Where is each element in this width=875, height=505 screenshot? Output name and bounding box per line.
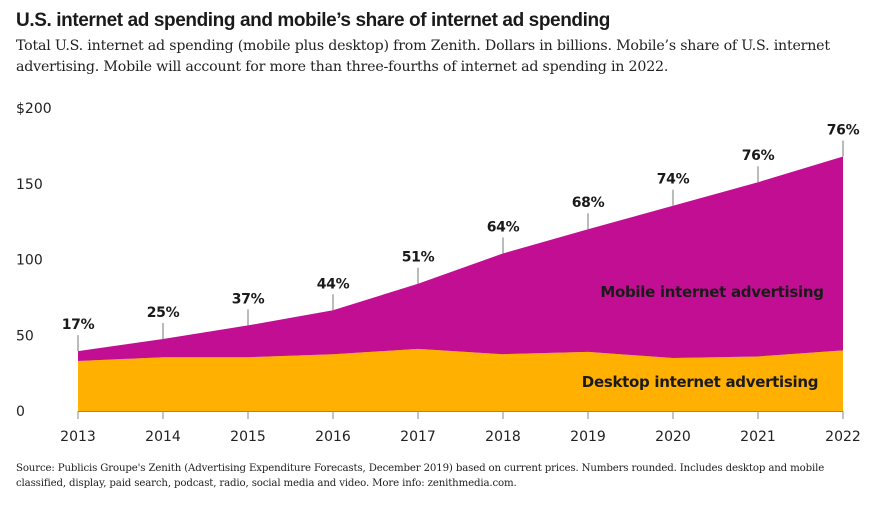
plot-areas bbox=[78, 156, 843, 411]
x-axis: 2013 2014 2015 2016 2017 2018 2019 2020 2021 2022 bbox=[60, 411, 861, 445]
x-tick-label: 2017 bbox=[400, 429, 436, 445]
x-tick-label: 2019 bbox=[570, 429, 606, 445]
y-tick-label: $200 bbox=[16, 101, 52, 117]
share-label: 68% bbox=[572, 195, 605, 211]
mobile-series-label: Mobile internet advertising bbox=[600, 283, 823, 301]
x-tick-label: 2020 bbox=[655, 429, 691, 445]
x-tick-label: 2013 bbox=[60, 429, 96, 445]
share-label: 76% bbox=[827, 122, 860, 138]
desktop-area bbox=[78, 348, 843, 411]
share-label: 74% bbox=[657, 172, 690, 188]
share-label: 51% bbox=[402, 250, 435, 266]
x-tick-label: 2014 bbox=[145, 429, 181, 445]
chart-subtitle: Total U.S. internet ad spending (mobile … bbox=[16, 38, 830, 75]
x-tick-label: 2018 bbox=[485, 429, 521, 445]
mobile-area bbox=[78, 156, 843, 362]
share-label: 37% bbox=[232, 291, 265, 307]
x-tick-label: 2021 bbox=[740, 429, 776, 445]
x-tick-label: 2022 bbox=[825, 429, 861, 445]
share-label: 64% bbox=[487, 219, 520, 235]
x-tick-label: 2015 bbox=[230, 429, 266, 445]
chart-title: U.S. internet ad spending and mobile’s s… bbox=[16, 10, 610, 31]
source-note: Source: Publicis Groupe's Zenith (Advert… bbox=[16, 463, 825, 489]
share-label: 44% bbox=[317, 276, 350, 292]
share-label: 17% bbox=[62, 317, 95, 333]
y-tick-label: 0 bbox=[16, 404, 25, 420]
share-annotations: 17% 25% 37% 44% 51% 64% 68% 74% 76% 76% bbox=[62, 122, 860, 352]
x-tick-label: 2016 bbox=[315, 429, 351, 445]
share-label: 25% bbox=[147, 305, 180, 321]
y-axis: 0 50 100 150 $200 bbox=[16, 101, 52, 420]
y-tick-label: 150 bbox=[16, 177, 43, 193]
y-tick-label: 50 bbox=[16, 328, 34, 344]
desktop-series-label: Desktop internet advertising bbox=[582, 373, 818, 391]
y-tick-label: 100 bbox=[16, 253, 43, 269]
share-label: 76% bbox=[742, 148, 775, 164]
